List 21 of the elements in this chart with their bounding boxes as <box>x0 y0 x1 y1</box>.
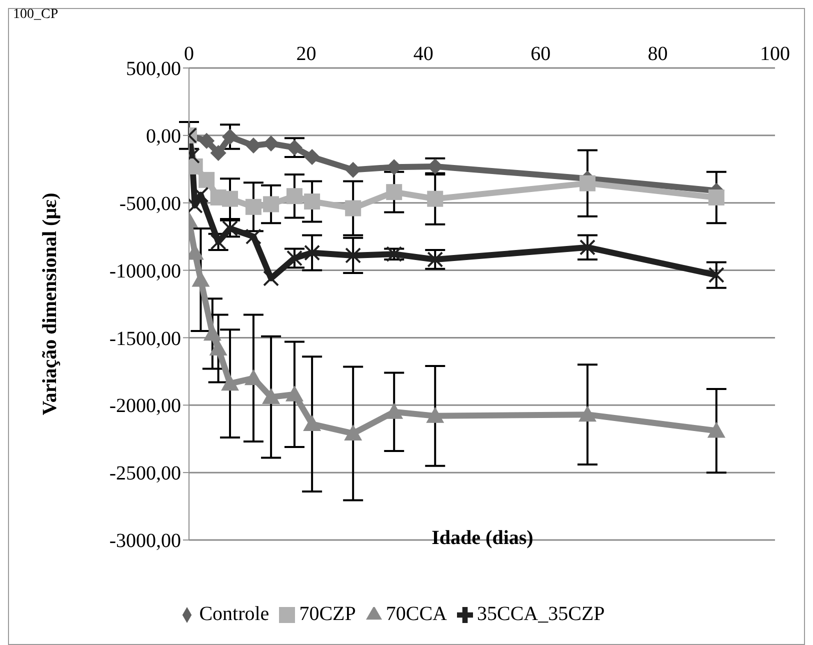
y-tick-label: 500,00 <box>126 58 181 80</box>
legend-label: Controle <box>199 603 270 625</box>
y-tick-label: -2000,00 <box>109 395 181 418</box>
y-tick-label: -1500,00 <box>109 328 181 350</box>
legend-label: 70CCA <box>386 603 447 625</box>
legend-label: 35CCA_35CZP <box>477 603 605 625</box>
x-tick-label: 100 <box>759 43 791 66</box>
x-tick-label: 0 <box>184 43 194 65</box>
text: 100_CP <box>13 7 58 23</box>
x-tick-label: 20 <box>295 43 318 66</box>
y-tick-label: -3000,00 <box>109 530 181 552</box>
x-tick-label: 80 <box>646 43 669 66</box>
y-tick-label: -500,00 <box>119 192 181 215</box>
y-tick-label: -2500,00 <box>109 462 181 485</box>
x-tick-label: 40 <box>412 43 434 66</box>
y-tick-label: -1000,00 <box>109 260 181 282</box>
x-tick-label: 60 <box>530 43 552 66</box>
y-axis-title: Variação dimensional (με) <box>39 192 62 416</box>
y-tick-label: 0,00 <box>146 126 181 148</box>
x-axis-title: Idade (dias) <box>430 527 534 550</box>
legend-label: 70CZP <box>299 603 356 625</box>
